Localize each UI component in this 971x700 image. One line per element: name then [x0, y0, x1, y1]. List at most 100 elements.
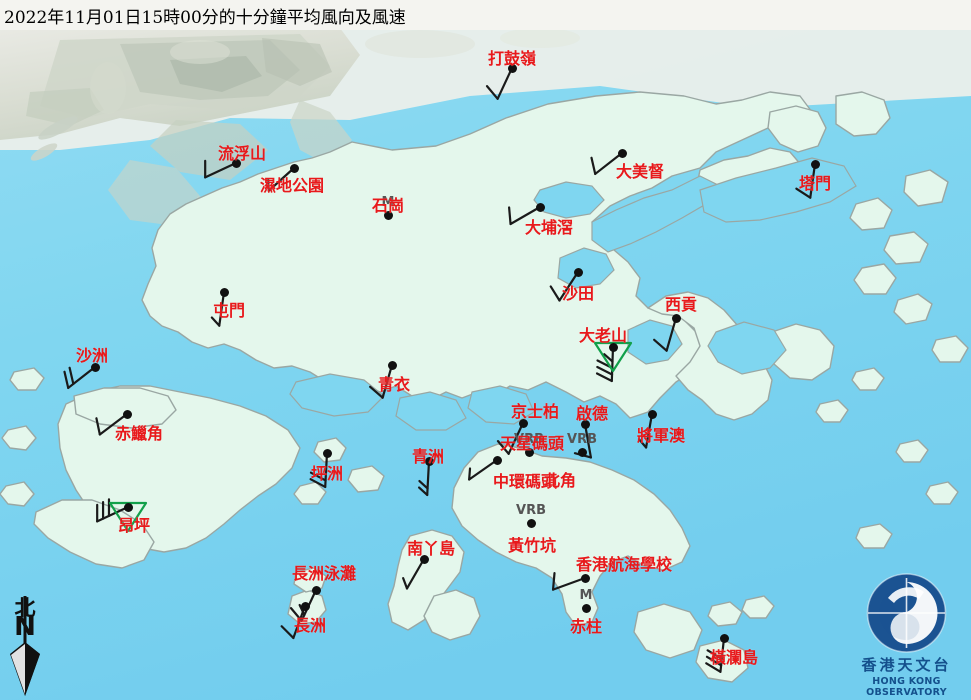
- wind-barb-icon: [402, 557, 426, 590]
- station-marker-dot: [90, 362, 100, 372]
- station-label: 濕地公園: [259, 176, 325, 195]
- station-marker-dot: [573, 267, 583, 277]
- station-label: 香港航海學校: [575, 555, 673, 574]
- station-marker-dot: [419, 554, 429, 564]
- wind-barb-icon: [551, 572, 587, 591]
- station-label: 西貢: [664, 295, 698, 314]
- station-label: 中環碼頭: [492, 472, 558, 491]
- station-label: 長洲: [293, 616, 327, 635]
- station-label: 屯門: [212, 301, 246, 320]
- station-marker-dot: [671, 313, 681, 323]
- station-label: 塔門: [798, 174, 832, 193]
- station-marker-dot: [719, 633, 729, 643]
- station-marker-dot: [518, 418, 528, 428]
- station-marker-dot: [580, 419, 590, 429]
- page-title: 2022年11月01日15時00分的十分鐘平均風向及風速: [4, 7, 406, 28]
- wind-barb-icon: [210, 290, 226, 327]
- station-marker-dot: [647, 409, 657, 419]
- station-label: 橫瀾島: [709, 648, 759, 667]
- station-status-flag: VRB: [514, 432, 544, 447]
- station-marker-dot: [581, 603, 591, 613]
- wind-barb-icon: [795, 162, 817, 199]
- wind-barb-icon: [96, 498, 130, 523]
- wind-barb-icon: [204, 159, 238, 179]
- wind-barb-icon: [496, 421, 525, 455]
- station-marker-dot: [300, 601, 310, 611]
- station-marker-dot: [322, 448, 332, 458]
- station-label: 大埔滘: [524, 218, 574, 237]
- station-status-flag: VRB: [567, 432, 597, 447]
- wind-barb-icon: [595, 345, 615, 383]
- wind-barb-icon: [468, 458, 499, 481]
- hko-logo: 香港天文台 HONG KONG OBSERVATORY: [842, 572, 971, 700]
- station-marker-dot: [608, 342, 618, 352]
- station-marker-dot: [492, 455, 502, 465]
- station-label: 大美督: [615, 162, 665, 181]
- wind-barb-icon: [637, 412, 654, 449]
- station-marker-dot: [580, 573, 590, 583]
- wind-barb-icon: [485, 66, 514, 100]
- wind-barb-icon: [267, 166, 296, 192]
- wind-barb-icon: [309, 451, 329, 489]
- station-marker-dot: [424, 456, 434, 466]
- station-label: 北角: [543, 471, 577, 490]
- station-label: 昂坪: [117, 516, 151, 535]
- station-marker-dot: [311, 585, 321, 595]
- station-label: 沙洲: [75, 346, 109, 365]
- wind-barb-icon: [549, 270, 580, 302]
- station-marker-dot: [810, 159, 820, 169]
- station-label: 赤柱: [569, 617, 603, 636]
- station-label: 流浮山: [217, 144, 267, 163]
- station-label: 黃竹坑: [507, 536, 557, 555]
- station-marker-dot: [526, 518, 536, 528]
- station-status-flag: M: [381, 195, 395, 210]
- station-marker-dot: [231, 158, 241, 168]
- station-label: 坪洲: [310, 464, 344, 483]
- station-label: 南丫島: [406, 539, 456, 558]
- station-marker-dot: [383, 210, 393, 220]
- station-label: 長洲泳灘: [291, 564, 357, 583]
- hko-name-en: HONG KONG OBSERVATORY: [866, 676, 947, 698]
- station-marker-dot: [617, 148, 627, 158]
- station-label: 赤鱲角: [114, 424, 164, 443]
- wind-barb-icon: [417, 459, 431, 497]
- station-marker-dot: [219, 287, 229, 297]
- station-label: 青洲: [411, 447, 445, 466]
- station-label: 青衣: [377, 375, 411, 394]
- station-label: 天星碼頭: [499, 434, 565, 453]
- station-label: 沙田: [561, 284, 595, 303]
- wind-barb-icon: [653, 316, 678, 352]
- station-marker-dot: [524, 447, 534, 457]
- hko-emblem-icon: [866, 573, 947, 653]
- station-status-flag: VRB: [516, 503, 546, 518]
- wind-barb-icon: [63, 365, 97, 390]
- station-marker-dot: [122, 409, 132, 419]
- wind-barb-icon: [705, 636, 726, 673]
- station-label: 打鼓嶺: [487, 49, 537, 68]
- station-label: 大老山: [578, 326, 628, 345]
- station-marker-dot: [289, 163, 299, 173]
- station-marker-dot: [387, 360, 397, 370]
- station-marker-dot: [507, 63, 517, 73]
- hko-name-cn: 香港天文台: [861, 656, 952, 674]
- mainland-satellite-imagery: [0, 28, 971, 300]
- wind-barb-icon: [95, 412, 129, 436]
- wind-barb-icon: [280, 604, 307, 640]
- title-bar: 2022年11月01日15時00分的十分鐘平均風向及風速: [0, 0, 971, 30]
- station-status-flag: M: [579, 588, 593, 603]
- wind-barb-icon: [369, 363, 394, 399]
- station-marker-dot: [577, 447, 587, 457]
- station-label: 啟德: [575, 404, 609, 423]
- station-label: 將軍澳: [636, 426, 686, 445]
- compass-needle-icon: [10, 596, 40, 696]
- wind-barb-icon: [590, 151, 624, 176]
- compass-rose: 北 N: [2, 592, 60, 700]
- inland-waters: [289, 157, 857, 431]
- station-label: 石崗: [371, 196, 405, 215]
- station-marker-dot: [535, 202, 545, 212]
- station-marker-dot: [123, 502, 133, 512]
- station-label: 京士柏: [510, 402, 560, 421]
